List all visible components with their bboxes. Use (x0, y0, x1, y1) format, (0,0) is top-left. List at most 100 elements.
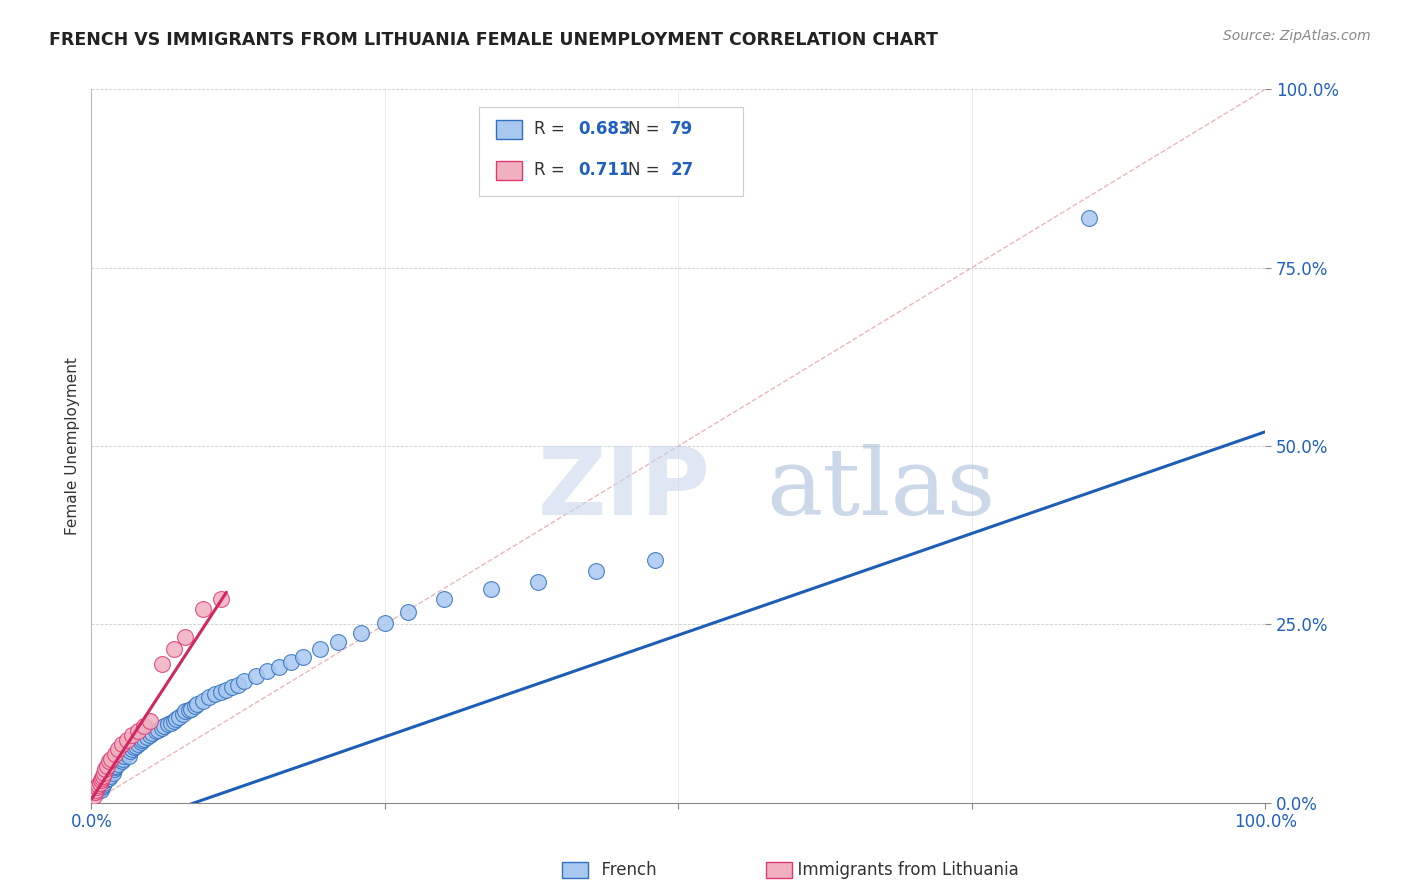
Point (350, 626, 373, 640)
Point (96, 769, 118, 783)
Point (1078, 211, 1101, 225)
Point (96, 758, 118, 772)
Point (245, 669, 267, 683)
Point (98, 755, 121, 769)
Text: French: French (591, 861, 657, 879)
Point (191, 694, 214, 708)
Point (479, 582, 502, 596)
Y-axis label: Female Unemployment: Female Unemployment (65, 357, 80, 535)
Point (93, 765, 115, 780)
Point (86, 780, 108, 794)
Point (226, 678, 249, 692)
Point (165, 712, 187, 726)
Point (233, 674, 256, 689)
Point (91, 771, 114, 785)
Point (118, 749, 141, 764)
Point (374, 615, 396, 630)
Point (104, 747, 127, 762)
Point (104, 756, 127, 771)
Point (131, 733, 153, 747)
Point (191, 601, 214, 615)
Point (86, 785, 108, 799)
Point (291, 649, 314, 664)
Point (526, 574, 548, 589)
Point (107, 756, 129, 771)
Point (111, 755, 134, 769)
Point (84, 783, 107, 797)
Point (101, 765, 124, 780)
Point (91, 774, 114, 789)
Point (112, 751, 135, 765)
Point (177, 703, 200, 717)
Point (107, 742, 129, 756)
Point (174, 630, 197, 644)
Point (94, 772, 117, 787)
Point (89, 776, 111, 790)
Point (145, 724, 167, 739)
Point (162, 642, 184, 657)
Point (180, 701, 202, 715)
Point (172, 706, 194, 721)
Text: R =: R = (534, 120, 569, 138)
Point (97, 767, 120, 781)
Point (91, 780, 114, 794)
Point (209, 592, 232, 607)
Point (134, 719, 156, 733)
Text: atlas: atlas (766, 444, 995, 533)
Point (94, 762, 117, 776)
Point (148, 723, 170, 737)
Point (139, 728, 162, 742)
Point (98, 771, 121, 785)
Text: N =: N = (628, 161, 665, 179)
Point (169, 710, 191, 724)
Point (125, 739, 148, 753)
Point (93, 776, 115, 790)
Point (141, 726, 163, 740)
Point (100, 764, 122, 778)
Point (256, 664, 278, 678)
Point (174, 705, 197, 719)
Point (91, 778, 114, 792)
Text: 79: 79 (671, 120, 693, 138)
Text: FRENCH VS IMMIGRANTS FROM LITHUANIA FEMALE UNEMPLOYMENT CORRELATION CHART: FRENCH VS IMMIGRANTS FROM LITHUANIA FEMA… (49, 31, 938, 49)
Point (91, 771, 114, 785)
Point (160, 715, 183, 730)
Point (644, 553, 666, 567)
Point (98, 765, 121, 780)
Point (135, 730, 157, 744)
Point (209, 685, 232, 699)
Point (396, 605, 419, 619)
Point (120, 744, 142, 758)
Point (150, 657, 173, 671)
Text: ZIP: ZIP (537, 442, 710, 535)
Point (122, 740, 145, 755)
Point (432, 592, 454, 607)
Point (91, 769, 114, 783)
Point (280, 655, 302, 669)
Text: 0.711: 0.711 (579, 161, 631, 179)
Text: R =: R = (534, 161, 569, 179)
Point (87, 778, 110, 792)
Point (90, 783, 112, 797)
Point (115, 733, 138, 747)
FancyBboxPatch shape (496, 120, 522, 139)
Text: 0.683: 0.683 (579, 120, 631, 138)
Point (104, 760, 127, 774)
FancyBboxPatch shape (496, 161, 522, 180)
FancyBboxPatch shape (479, 107, 742, 196)
Point (112, 749, 135, 764)
Point (127, 724, 149, 739)
Point (105, 758, 128, 772)
Text: Source: ZipAtlas.com: Source: ZipAtlas.com (1223, 29, 1371, 43)
Point (156, 717, 179, 731)
Point (204, 687, 226, 701)
Point (269, 660, 291, 674)
Point (121, 742, 143, 756)
Point (186, 698, 208, 712)
Point (150, 721, 173, 735)
Point (98, 769, 121, 783)
Point (183, 699, 205, 714)
Text: Immigrants from Lithuania: Immigrants from Lithuania (787, 861, 1019, 879)
Point (162, 714, 184, 728)
Point (153, 719, 176, 733)
